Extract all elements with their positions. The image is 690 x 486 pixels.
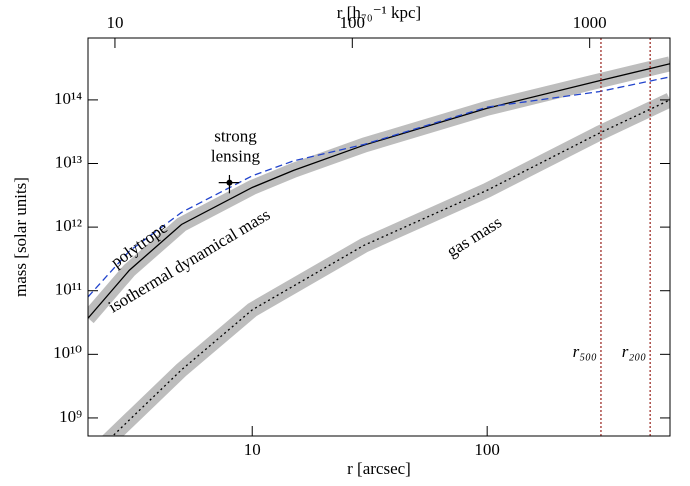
y-tick-label: 10¹³ xyxy=(55,152,82,171)
y-axis-label: mass [solar units] xyxy=(11,177,30,297)
lensing-point xyxy=(226,179,233,186)
y-tick-label: 10¹¹ xyxy=(55,280,82,299)
uncertainty-band xyxy=(101,93,670,436)
series-line xyxy=(88,63,670,319)
y-tick-label: 10¹² xyxy=(55,216,82,235)
x-axis-label: r [arcsec] xyxy=(347,459,411,478)
plot-area xyxy=(88,56,670,436)
x2-tick-label: 10 xyxy=(106,13,123,32)
x2-tick-label: 100 xyxy=(340,13,366,32)
series-line xyxy=(111,99,670,436)
lensing-label: strong xyxy=(214,127,257,146)
radius-label: r₅₀₀ xyxy=(573,342,597,361)
x-tick-label: 10 xyxy=(244,440,261,459)
x2-axis-label: r [h₇₀⁻¹ kpc] xyxy=(337,3,421,22)
x2-tick-label: 1000 xyxy=(573,13,607,32)
radius-label: r₂₀₀ xyxy=(622,342,646,361)
plot-frame xyxy=(87,37,671,437)
lensing-label: lensing xyxy=(211,147,261,166)
series-line xyxy=(88,76,670,298)
series-label: gas mass xyxy=(443,212,505,260)
y-tick-label: 10¹⁰ xyxy=(53,343,82,362)
y-tick-label: 10¹⁴ xyxy=(54,89,82,108)
x-tick-label: 100 xyxy=(474,440,500,459)
y-tick-label: 10⁹ xyxy=(59,407,82,426)
